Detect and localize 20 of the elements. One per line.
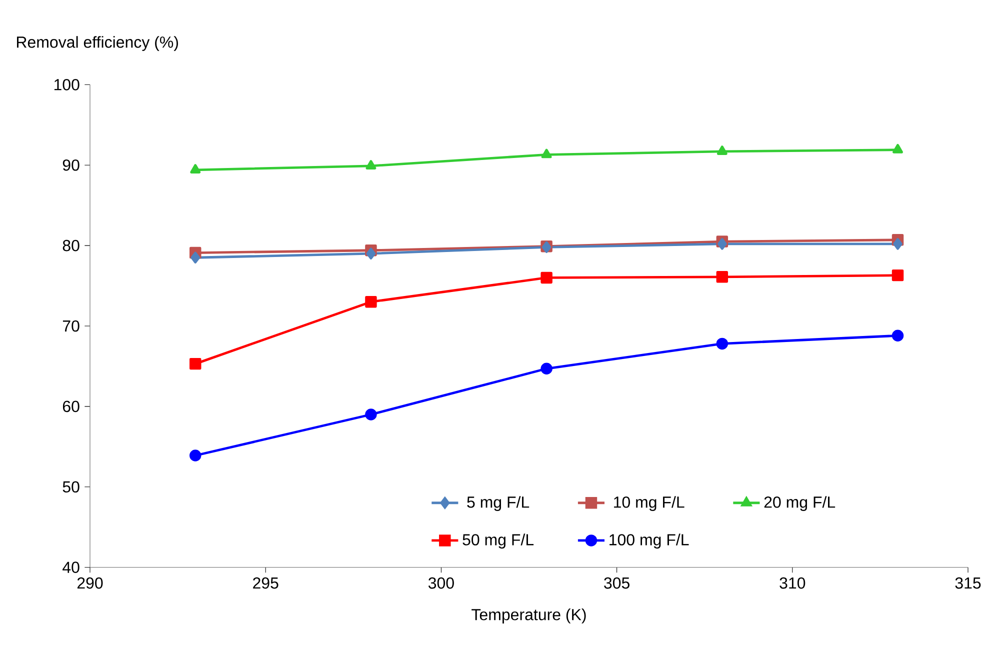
x-tick-label: 295 bbox=[253, 577, 278, 589]
legend-label: 10 mg F/L bbox=[614, 496, 684, 511]
y-tick-label: 40 bbox=[62, 562, 80, 573]
x-tick-label: 290 bbox=[77, 577, 103, 589]
x-tick-label: 315 bbox=[955, 577, 981, 589]
y-tick-label: 60 bbox=[62, 400, 80, 412]
x-tick-label: 310 bbox=[780, 577, 806, 589]
legend-label: 50 mg F/L bbox=[462, 534, 534, 549]
legend-label: 5 mg F/L bbox=[467, 496, 530, 511]
legend-label: 100 mg F/L bbox=[610, 534, 689, 549]
y-tick-label: 50 bbox=[62, 481, 80, 493]
y-tick-label: 90 bbox=[62, 159, 80, 171]
y-tick-label: 100 bbox=[54, 79, 80, 90]
y-tick-label: 80 bbox=[62, 240, 80, 252]
y-axis-title: Removal efficiency (%) bbox=[17, 36, 178, 51]
x-tick-label: 300 bbox=[428, 577, 454, 589]
legend-label: 20 mg F/L bbox=[764, 496, 836, 511]
y-tick-label: 70 bbox=[62, 320, 80, 332]
x-tick-label: 305 bbox=[604, 577, 630, 589]
x-axis-title: Temperature (K) bbox=[472, 608, 586, 624]
